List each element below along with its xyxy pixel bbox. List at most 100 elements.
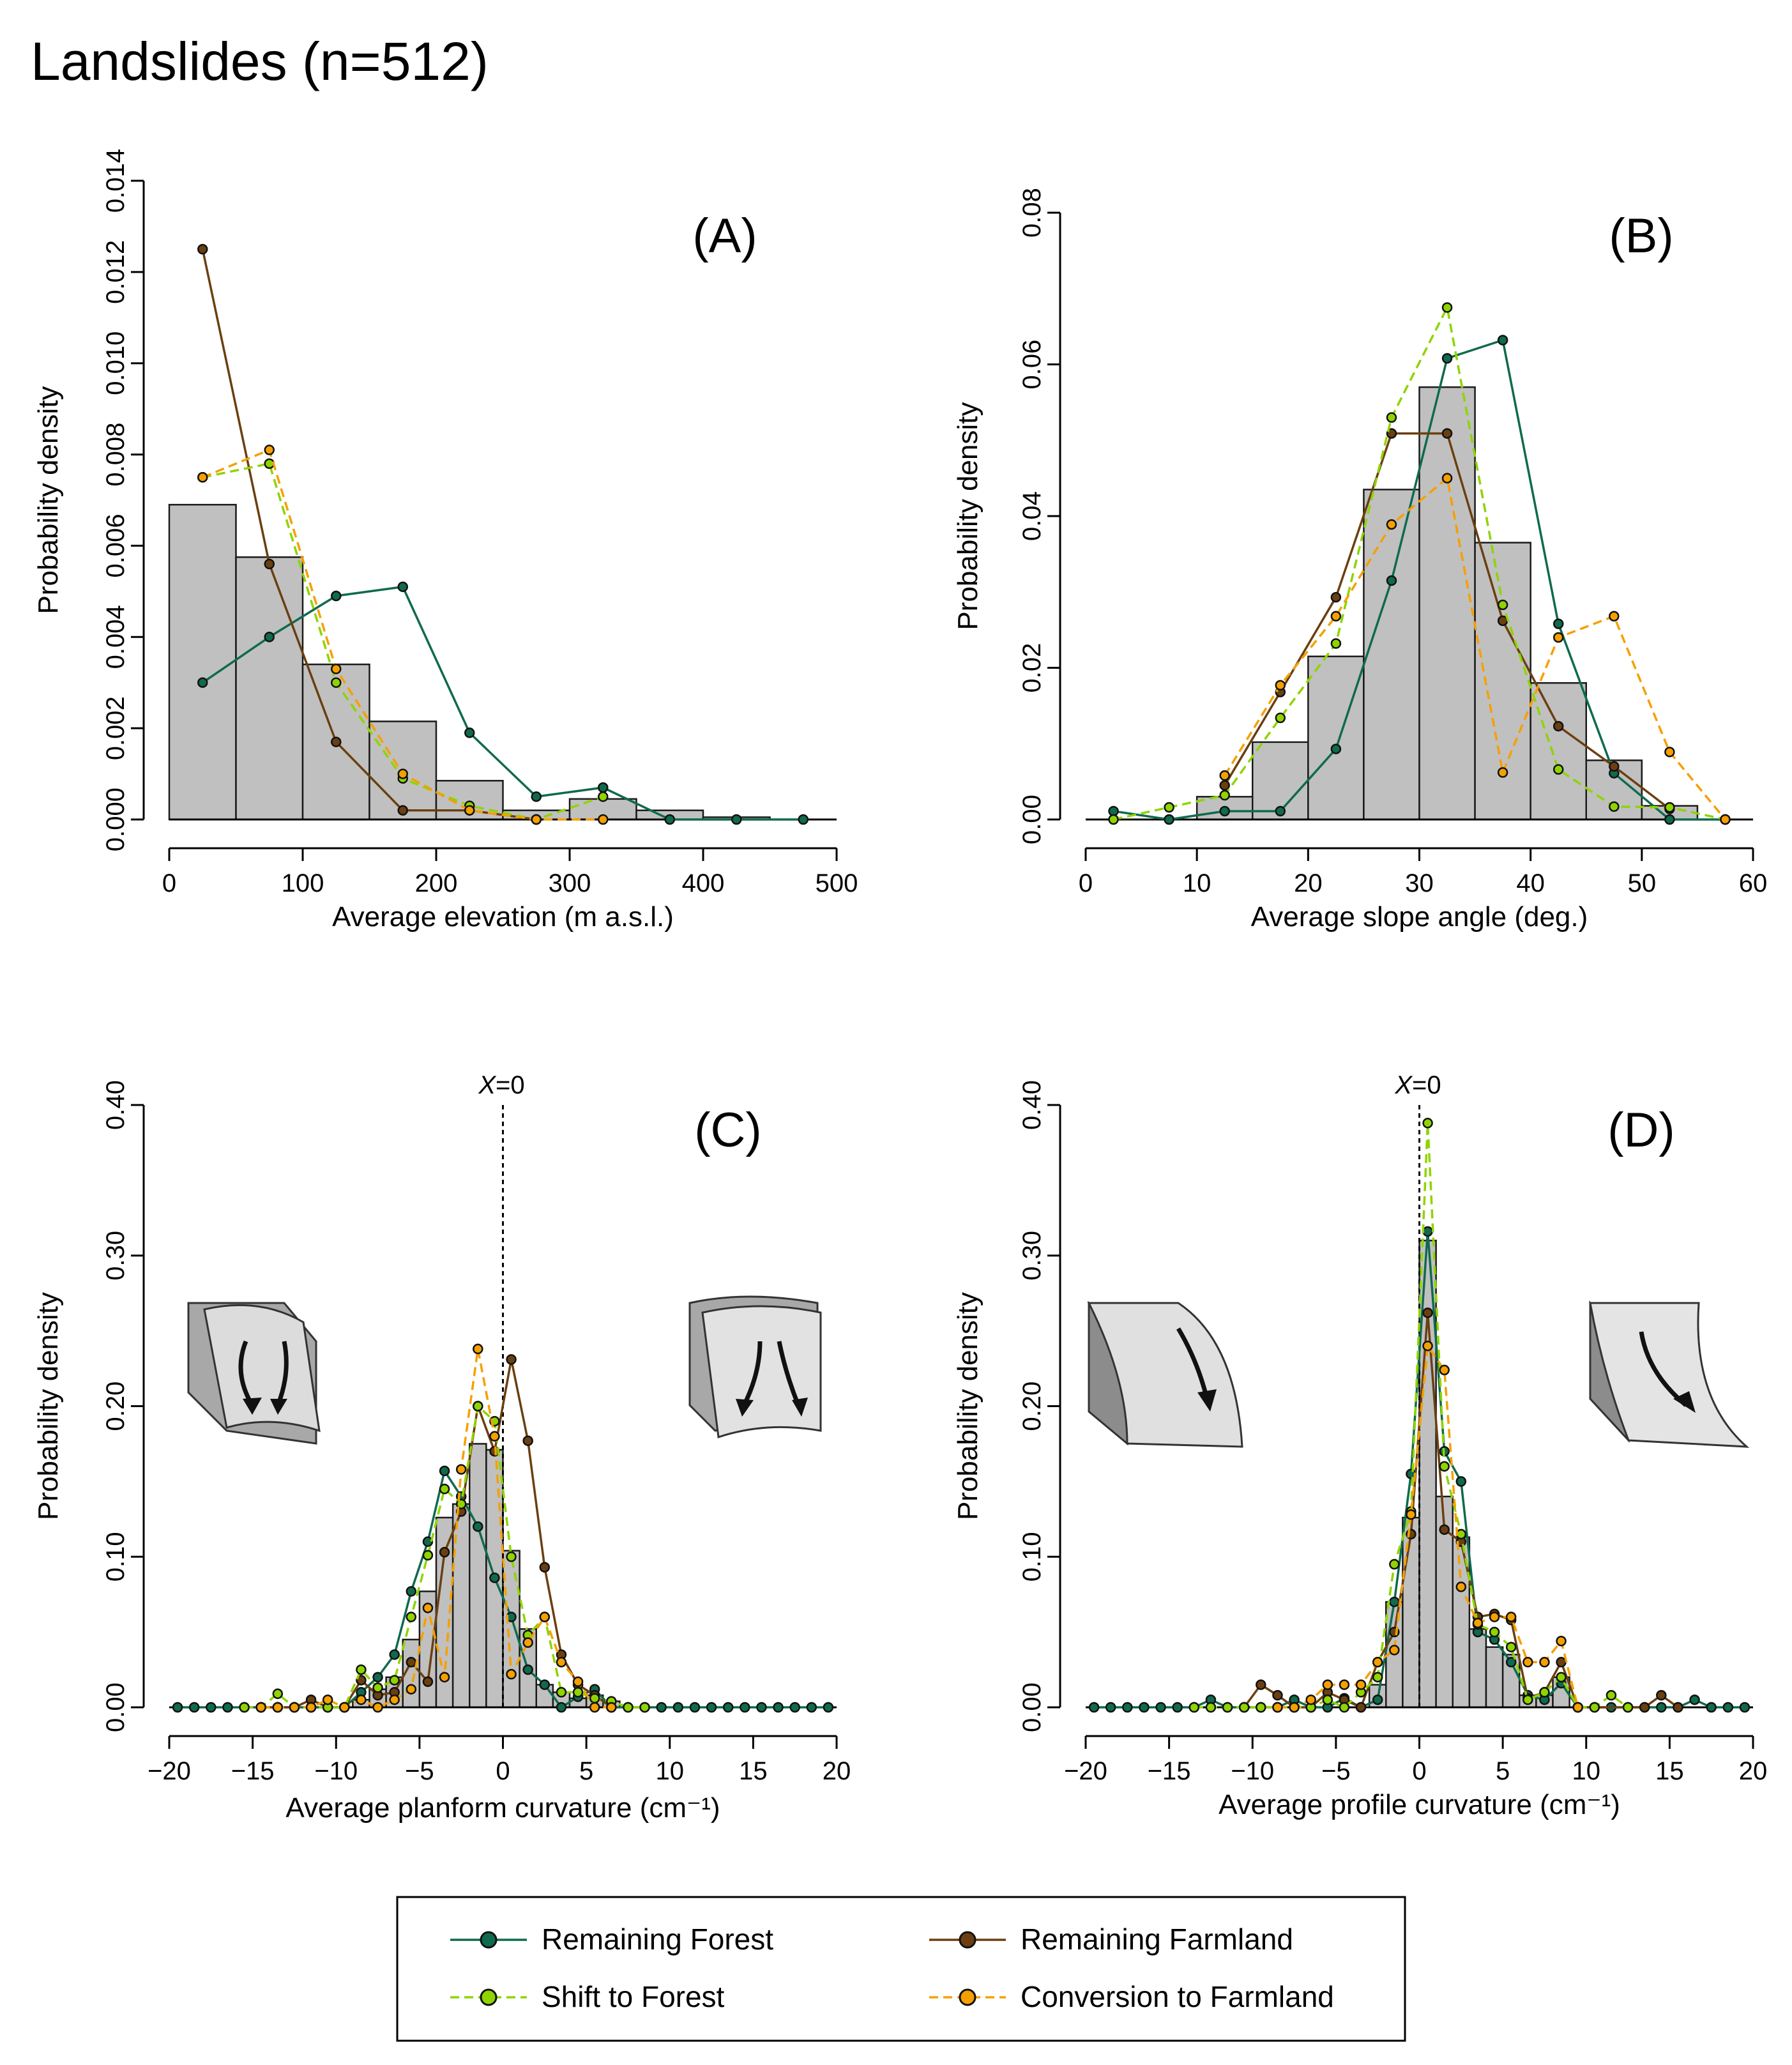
histogram-bar	[469, 1443, 487, 1709]
figure-title: Landslides (n=512)	[31, 31, 489, 91]
data-point-remaining-forest	[689, 1702, 701, 1713]
data-point-conversion-to-farmland	[406, 1684, 417, 1695]
data-point-remaining-farmland	[439, 1546, 450, 1558]
data-point-conversion-to-farmland	[539, 1612, 551, 1622]
x-axis-title: Average elevation (m a.s.l.)	[332, 901, 674, 933]
reference-line-label: X=0	[1394, 1071, 1441, 1099]
y-tick-label: 0.004	[102, 605, 130, 669]
data-point-remaining-forest	[1088, 1702, 1100, 1713]
data-point-shift-to-forest	[473, 1401, 483, 1412]
legend-label-conversion-to-farmland: Conversion to Farmland	[1021, 1980, 1334, 2013]
data-point-remaining-farmland	[397, 805, 408, 816]
data-point-conversion-to-farmland	[1355, 1679, 1367, 1690]
data-point-shift-to-forest	[1553, 764, 1564, 775]
data-point-remaining-forest	[773, 1702, 784, 1713]
x-tick-label: −20	[1064, 1757, 1107, 1785]
data-point-remaining-farmland	[1656, 1689, 1667, 1701]
histogram-bar	[452, 1503, 471, 1709]
data-point-shift-to-forest	[455, 1498, 467, 1509]
data-point-remaining-farmland	[331, 736, 342, 747]
series-line-remaining-forest	[1113, 339, 1726, 821]
data-point-remaining-forest	[539, 1679, 551, 1690]
panel-label: (D)	[1607, 1103, 1675, 1157]
data-point-remaining-farmland	[264, 558, 275, 570]
concave-slope-icon	[1589, 1300, 1750, 1448]
panel-label: (A)	[692, 209, 757, 263]
data-point-remaining-forest	[1689, 1694, 1700, 1705]
data-point-remaining-farmland	[1219, 780, 1230, 791]
data-point-shift-to-forest	[1256, 1702, 1266, 1713]
data-point-remaining-farmland	[406, 1657, 417, 1668]
histogram-bar	[1402, 1516, 1420, 1709]
x-tick-label: −20	[148, 1757, 191, 1785]
legend: Remaining Forest Remaining Farmland Shif…	[396, 1896, 1406, 2042]
data-point-conversion-to-farmland	[1219, 770, 1230, 781]
data-point-shift-to-forest	[1664, 802, 1675, 813]
x-tick-label: 50	[1628, 869, 1657, 897]
data-point-shift-to-forest	[1441, 302, 1453, 313]
data-point-shift-to-forest	[1589, 1702, 1600, 1713]
data-point-remaining-farmland	[1553, 720, 1564, 732]
x-axis-title: Average planform curvature (cm⁻¹)	[285, 1792, 720, 1824]
data-point-shift-to-forest	[1497, 599, 1508, 611]
data-point-remaining-forest	[464, 728, 475, 738]
data-point-remaining-forest	[1664, 814, 1675, 825]
data-point-shift-to-forest	[239, 1702, 250, 1713]
data-point-shift-to-forest	[1188, 1702, 1200, 1713]
series-line-conversion-to-farmland	[1224, 476, 1726, 821]
data-point-shift-to-forest	[1372, 1672, 1383, 1683]
data-point-conversion-to-farmland	[255, 1702, 266, 1713]
x-axis-title: Average slope angle (deg.)	[1251, 901, 1588, 933]
panel-a: 0 100 200 300 400 500 0.000 0.002 0.004 0.006 0.00…	[33, 149, 858, 933]
data-point-remaining-farmland	[1441, 428, 1453, 439]
data-point-shift-to-forest	[389, 1675, 400, 1686]
data-point-shift-to-forest	[422, 1550, 434, 1561]
data-point-remaining-forest	[706, 1702, 717, 1713]
x-tick-label: 500	[816, 869, 858, 897]
x-tick-label: 200	[415, 869, 458, 897]
x-tick-label: 40	[1516, 869, 1545, 897]
data-point-conversion-to-farmland	[1439, 1364, 1450, 1376]
data-point-shift-to-forest	[1505, 1642, 1517, 1652]
histogram-bar	[1363, 489, 1420, 821]
x-tick-label: 0	[1079, 869, 1093, 897]
data-point-shift-to-forest	[272, 1688, 284, 1700]
y-tick-label: 0.012	[102, 240, 130, 304]
data-point-conversion-to-farmland	[1339, 1679, 1350, 1690]
data-point-conversion-to-farmland	[1272, 1702, 1283, 1713]
data-point-shift-to-forest	[1422, 1118, 1433, 1129]
data-point-shift-to-forest	[556, 1687, 567, 1698]
data-point-shift-to-forest	[406, 1612, 417, 1622]
data-point-remaining-forest	[798, 814, 809, 825]
y-tick-label: 0.000	[102, 788, 130, 851]
data-point-conversion-to-farmland	[397, 768, 408, 779]
histogram-bar	[1485, 1646, 1504, 1709]
data-point-remaining-farmland	[1673, 1702, 1683, 1713]
data-point-conversion-to-farmland	[1305, 1694, 1316, 1705]
legend-item-conversion-to-farmland: Conversion to Farmland	[929, 1980, 1334, 2013]
data-point-conversion-to-farmland	[522, 1637, 533, 1648]
data-point-shift-to-forest	[1556, 1672, 1567, 1683]
panel-label: (C)	[694, 1103, 762, 1157]
data-point-remaining-forest	[1706, 1702, 1717, 1713]
data-point-conversion-to-farmland	[1422, 1340, 1433, 1352]
data-point-conversion-to-farmland	[1720, 814, 1731, 825]
x-tick-label: −10	[1231, 1757, 1274, 1785]
data-point-remaining-farmland	[539, 1562, 551, 1573]
data-point-remaining-forest	[206, 1702, 216, 1713]
data-point-remaining-farmland	[1609, 761, 1620, 772]
data-point-remaining-farmland	[1422, 1307, 1433, 1318]
data-point-remaining-forest	[372, 1672, 383, 1683]
data-point-conversion-to-farmland	[1522, 1657, 1533, 1668]
x-tick-label: 60	[1739, 869, 1768, 897]
y-tick-label: 0.10	[102, 1532, 130, 1581]
data-point-shift-to-forest	[1622, 1702, 1634, 1713]
data-point-remaining-forest	[1105, 1702, 1116, 1713]
legend-item-remaining-forest: Remaining Forest	[450, 1923, 773, 1956]
data-point-remaining-forest	[1386, 575, 1397, 586]
legend-item-shift-to-forest: Shift to Forest	[450, 1980, 725, 2013]
data-point-shift-to-forest	[1222, 1702, 1233, 1713]
data-point-remaining-farmland	[506, 1354, 517, 1365]
x-tick-label: 15	[739, 1757, 768, 1785]
